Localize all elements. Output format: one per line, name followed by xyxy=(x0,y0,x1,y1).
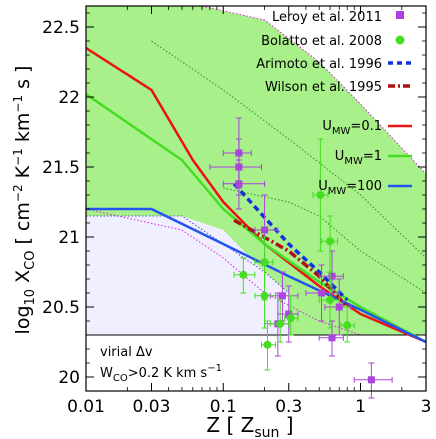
y-tick-label-2: 21 xyxy=(58,228,80,248)
bolatto-point-2-marker xyxy=(260,291,269,300)
legend-label-leroy: Leroy et al. 2011 xyxy=(272,10,382,25)
plot-frame xyxy=(85,5,427,392)
annotation-wco-sup: −1 xyxy=(207,363,222,374)
bolatto-point-4-marker xyxy=(276,319,285,328)
x-axis-title-main: Z [ Z xyxy=(206,413,254,437)
y-tick-label-4: 22 xyxy=(58,88,80,108)
y-axis-title-mid: X xyxy=(12,270,34,289)
legend-label-bolatto: Bolatto et al. 2008 xyxy=(261,34,382,49)
leroy-point-11-marker xyxy=(367,376,375,384)
bolatto-point-9-marker xyxy=(343,321,352,330)
leroy-point-9-marker xyxy=(328,334,336,342)
y-axis-title: log10 XCO [ cm−2 K−1 km−1 s ] xyxy=(11,66,38,335)
leroy-point-7 xyxy=(305,264,340,322)
observation-points xyxy=(209,117,393,399)
leroy-point-10 xyxy=(324,278,352,336)
bolatto-point-3-marker xyxy=(263,340,272,349)
bolatto-point-1-marker xyxy=(260,258,269,267)
legend-label-umw1: UMW=1 xyxy=(335,149,382,167)
leroy-point-5-marker xyxy=(278,292,286,300)
bolatto-point-9 xyxy=(340,306,355,343)
x-tick-label-2: 0.1 xyxy=(210,397,237,417)
x-axis-title-end: ] xyxy=(279,413,293,437)
leroy-point-7-marker xyxy=(318,289,326,297)
y-axis-title-sub1: 10 xyxy=(23,289,38,306)
y-axis-title-units: [ cm xyxy=(12,202,34,250)
bolatto-point-4 xyxy=(269,299,290,343)
bolatto-point-5-marker xyxy=(286,314,295,323)
legend-label-umw01: UMW=0.1 xyxy=(322,119,382,137)
series-line-0 xyxy=(86,46,426,344)
bolatto-point-6 xyxy=(312,138,329,252)
legend-marker-leroy xyxy=(396,11,404,19)
dotted-line-2 xyxy=(151,40,426,259)
legend-marker-bolatto xyxy=(395,35,405,45)
y-axis-title-sup1: −2 xyxy=(11,184,25,202)
series-line-4 xyxy=(233,218,349,309)
legend-label-wilson: Wilson et al. 1995 xyxy=(265,80,382,95)
bolatto-point-6-marker xyxy=(316,191,325,199)
x-tick-label-5: 3 xyxy=(421,397,432,417)
leroy-point-2 xyxy=(222,159,266,210)
y-axis-title-main: log xyxy=(12,305,34,334)
legend-umw1-u: U xyxy=(335,149,345,164)
annotation-virial: virial Δv xyxy=(100,345,153,360)
legend-umw1-suffix: =1 xyxy=(363,149,382,164)
x-tick-label-0: 0.01 xyxy=(67,397,105,417)
annotation-wco-sub: CO xyxy=(113,373,128,384)
legend-umw01-u: U xyxy=(322,119,332,134)
legend-label-arimoto: Arimoto et al. 1996 xyxy=(256,57,382,72)
dotted-line-4 xyxy=(86,215,290,294)
y-axis-title-km: km xyxy=(12,113,34,149)
y-tick-label-5: 22.5 xyxy=(42,18,80,38)
legend-umw100-u: U xyxy=(318,179,328,194)
y-axis-title-k: K xyxy=(12,165,34,184)
annotation-wco-w: W xyxy=(100,366,113,381)
leroy-point-8-marker xyxy=(328,272,336,280)
leroy-point-6-marker xyxy=(285,310,293,318)
x-tick-label-4: 1 xyxy=(355,397,366,417)
axis-ticks: 0.01 0.03 0.1 0.3 1 3 20 20.5 21 21.5 22 22.5 xyxy=(42,6,431,417)
leroy-point-2-marker xyxy=(235,180,243,188)
leroy-point-10-marker xyxy=(335,303,343,311)
bolatto-point-8-marker xyxy=(326,296,335,304)
series-line-2 xyxy=(86,207,426,344)
legend-umw100-sub: MW xyxy=(328,186,347,197)
legend: Leroy et al. 2011 Bolatto et al. 2008 Ar… xyxy=(256,10,412,197)
y-axis-title-sup3: −1 xyxy=(11,95,25,113)
bolatto-point-7-marker xyxy=(326,237,335,246)
bolatto-point-2 xyxy=(254,264,276,329)
legend-umw100-suffix: =100 xyxy=(346,179,382,194)
bolatto-point-5 xyxy=(284,295,299,336)
legend-umw01-sub: MW xyxy=(332,126,351,137)
x-tick-label-3: 0.3 xyxy=(275,397,302,417)
x-axis-title: Z [ Zsun ] xyxy=(206,413,293,439)
legend-umw1-sub: MW xyxy=(344,156,363,167)
legend-label-umw100: UMW=100 xyxy=(318,179,382,197)
y-tick-label-1: 20.5 xyxy=(42,298,80,318)
y-axis-title-sub2: CO xyxy=(23,251,38,270)
annotation-wco: WCO>0.2 K km s−1 xyxy=(100,363,222,384)
bolatto-point-0-marker xyxy=(239,270,248,279)
legend-umw01-suffix: =0.1 xyxy=(350,119,382,134)
dotted-line-0 xyxy=(201,6,426,175)
model-lines xyxy=(86,46,426,344)
y-axis-title-sup2: −1 xyxy=(11,148,25,166)
leroy-point-3-marker xyxy=(261,226,269,234)
x-axis-title-sub: sun xyxy=(254,425,279,439)
bolatto-point-0 xyxy=(233,257,256,294)
band-1 xyxy=(86,216,289,335)
bolatto-point-8 xyxy=(318,271,340,329)
bolatto-point-3 xyxy=(261,320,276,371)
series-line-3 xyxy=(232,182,349,302)
uncertainty-bands xyxy=(86,6,426,335)
y-axis-title-end: s ] xyxy=(12,66,34,95)
leroy-point-11 xyxy=(353,362,393,399)
leroy-point-9 xyxy=(318,320,344,357)
y-tick-label-0: 20 xyxy=(58,368,80,388)
annotation-wco-rest: >0.2 K km s xyxy=(128,366,208,381)
x-tick-label-1: 0.03 xyxy=(133,397,171,417)
y-tick-label-3: 21.5 xyxy=(42,158,80,178)
